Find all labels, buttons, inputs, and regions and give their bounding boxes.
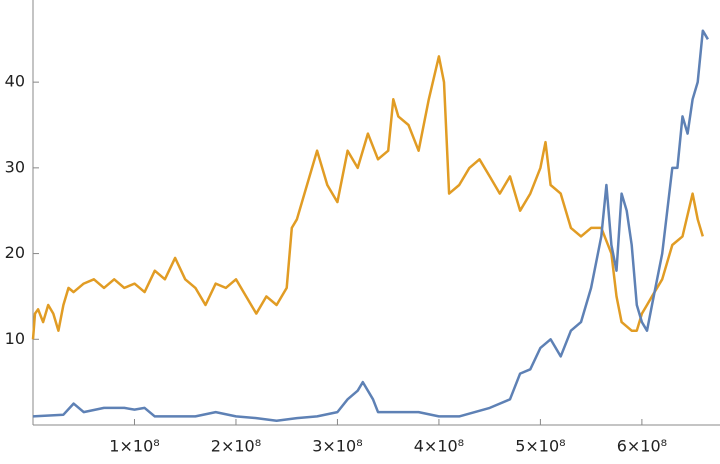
y-tick-label: 30 (5, 157, 25, 176)
y-tick-label: 10 (5, 329, 25, 348)
y-tick-label: 20 (5, 243, 25, 262)
x-tick-label: 3×10⁸ (312, 437, 362, 456)
x-tick-label: 1×10⁸ (109, 437, 159, 456)
series-line (31, 55, 704, 340)
y-tick-label: 40 (5, 72, 25, 91)
x-tick-label: 5×10⁸ (515, 437, 565, 456)
x-tick-label: 6×10⁸ (617, 437, 667, 456)
x-tick-label: 4×10⁸ (414, 437, 464, 456)
series-line (32, 29, 709, 422)
x-tick-label: 2×10⁸ (211, 437, 261, 456)
